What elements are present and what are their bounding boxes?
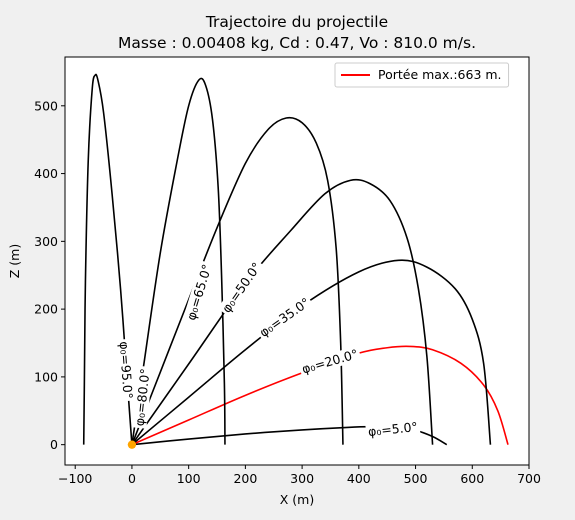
x-tick-label: 600 [460, 471, 484, 486]
legend: Portée max.:663 m. [334, 62, 510, 88]
curve-label-bg-1 [298, 345, 362, 378]
legend-label: Portée max.:663 m. [378, 67, 502, 82]
curve-label-0: φ₀=5.0° [367, 419, 418, 439]
x-axis-label: X (m) [280, 492, 314, 507]
x-tick-label: 0 [128, 471, 136, 486]
y-tick-label: 100 [34, 369, 58, 384]
chart-title: Trajectoire du projectile [205, 13, 388, 31]
y-tick-label: 500 [34, 98, 58, 113]
x-tick-label: 700 [517, 471, 541, 486]
x-tick-label: 500 [404, 471, 428, 486]
origin-marker [127, 440, 137, 449]
y-tick-label: 200 [34, 302, 58, 317]
x-tick-label: 200 [233, 471, 257, 486]
x-tick-label: −100 [58, 471, 92, 486]
y-tick-label: 400 [34, 166, 58, 181]
curve-label-bg-4 [182, 260, 216, 324]
trajectory-5deg [131, 425, 448, 446]
trajectory-20deg [131, 345, 509, 446]
trajectory-65deg [131, 116, 344, 445]
y-tick-label: 0 [50, 437, 58, 452]
curve-label-bg-2 [254, 293, 315, 342]
trajectory-80deg [131, 77, 226, 445]
curve-label-bg-6 [116, 338, 136, 402]
plot-frame [64, 56, 530, 466]
curve-label-bg-3 [217, 257, 266, 318]
curve-label-5: φ₀=80.0° [132, 368, 153, 427]
y-tick-label: 300 [34, 234, 58, 249]
chart-subtitle: Masse : 0.00408 kg, Cd : 0.47, Vo : 810.… [118, 34, 476, 52]
legend-box [334, 62, 510, 88]
trajectory-95deg [82, 73, 133, 445]
curve-label-6: φ₀=95.0° [117, 341, 136, 400]
y-axis-label: Z (m) [7, 244, 22, 278]
curve-label-bg-5 [131, 365, 153, 429]
x-tick-label: 300 [290, 471, 314, 486]
x-tick-label: 400 [347, 471, 371, 486]
curve-label-bg-0 [365, 418, 421, 440]
axes-group: −100 0 100 200 300 400 500 600 700 0 100 200 300 400 5… [34, 98, 541, 486]
x-tick-label: 100 [177, 471, 201, 486]
